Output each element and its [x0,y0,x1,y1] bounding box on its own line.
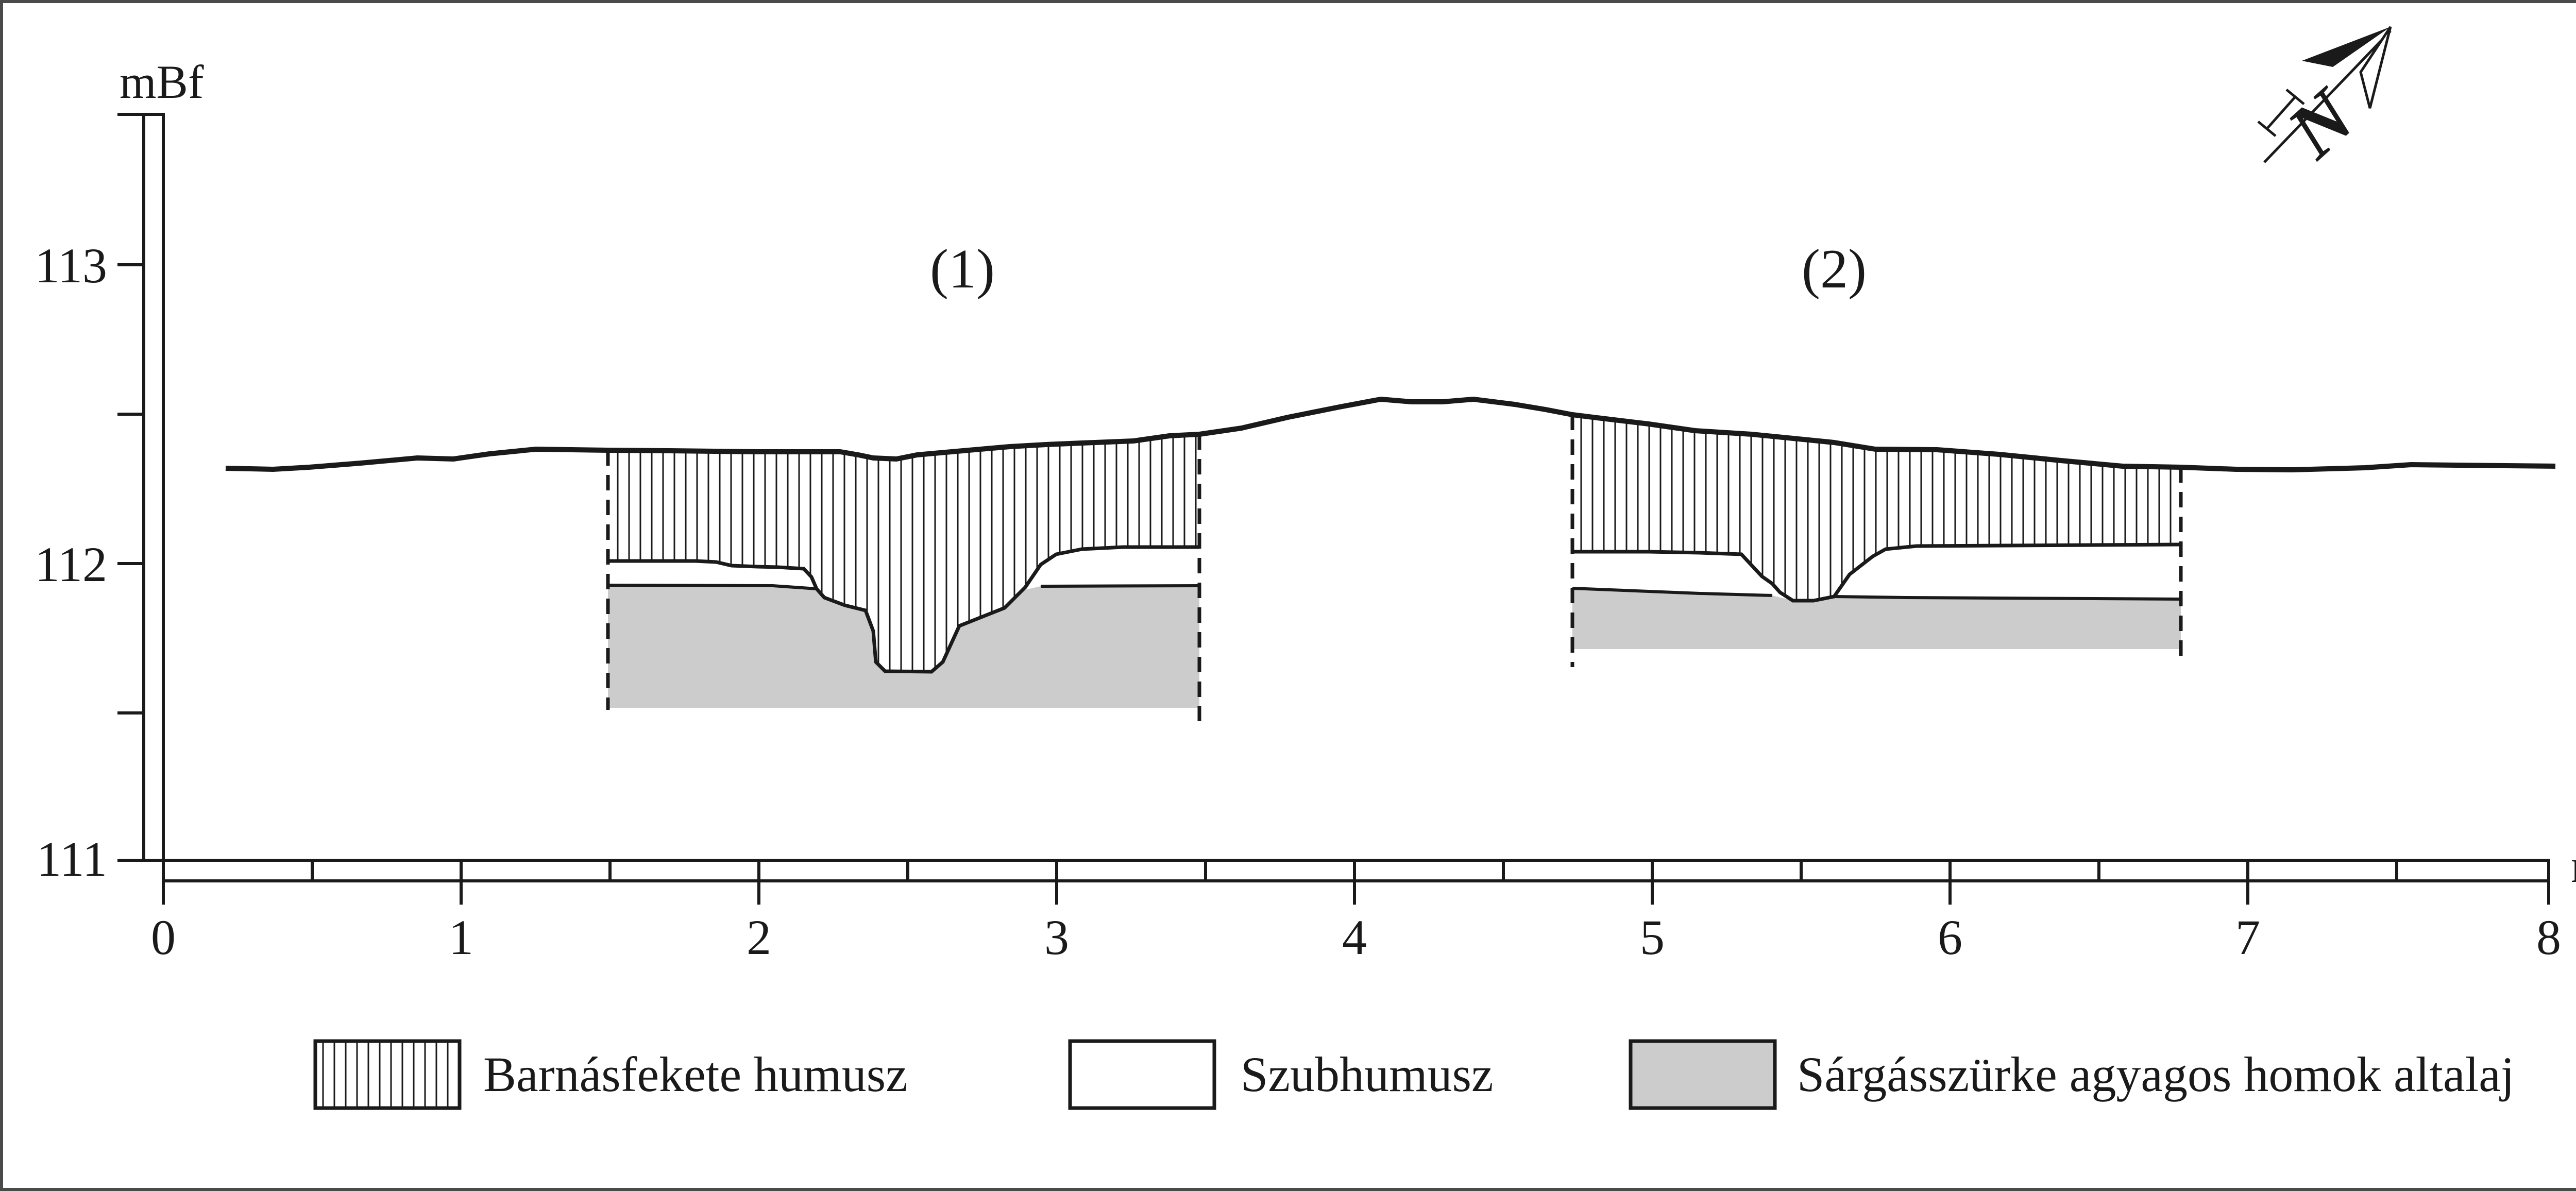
legend-label-subhumus: Szubhumusz [1241,1047,1494,1102]
section-2-label: (2) [1802,239,1867,300]
x-tick-labels: 0 1 2 3 4 5 6 7 8 [151,910,2561,965]
section-1-humus-boundary [608,545,1199,674]
section-1-subsoil [608,585,1199,708]
y-tick-label-111: 111 [37,831,107,887]
section-1 [606,434,1201,721]
section-1-subsoil-boundary [607,584,1200,590]
section-2 [1570,415,2183,667]
north-arrow-icon: N [2257,26,2392,175]
legend: Barnásfekete humusz Szubhumusz Sárgásszü… [313,1039,2515,1110]
section-2-subsoil [1572,588,2181,649]
legend-label-humus: Barnásfekete humusz [483,1047,908,1102]
section-1-humus-fill [608,434,1199,672]
x-tick-label: 1 [449,910,473,965]
legend-swatch-humus [313,1039,462,1110]
y-axis-unit: mBf [120,56,204,108]
x-tick-label: 2 [747,910,771,965]
x-tick-label: 7 [2235,910,2260,965]
y-axis-bar [142,113,165,862]
y-axis [117,113,165,862]
x-tick-label: 5 [1640,910,1665,965]
x-tick-label: 3 [1044,910,1069,965]
x-tick-label: 6 [1938,910,1962,965]
y-tick-label-113: 113 [35,238,107,293]
y-tick-label-112: 112 [35,537,107,592]
x-tick-label: 8 [2536,910,2561,965]
ground-surface-line [225,397,2556,472]
section-2-subsoil-boundary [1572,587,2181,601]
legend-swatch-subsoil [1629,1039,1777,1110]
x-axis-unit: m [2571,840,2576,892]
legend-swatch-subhumus [1068,1039,1216,1110]
section-2-humus-fill [1572,415,2181,601]
north-arrow-letter: N [2271,72,2372,175]
section-1-label: (1) [930,239,995,300]
x-tick-label: 4 [1342,910,1367,965]
section-2-humus-boundary [1572,542,2181,603]
x-axis [162,859,2550,905]
legend-label-subsoil: Sárgásszürke agyagos homok altalaj [1797,1047,2515,1102]
x-tick-label: 0 [151,910,176,965]
